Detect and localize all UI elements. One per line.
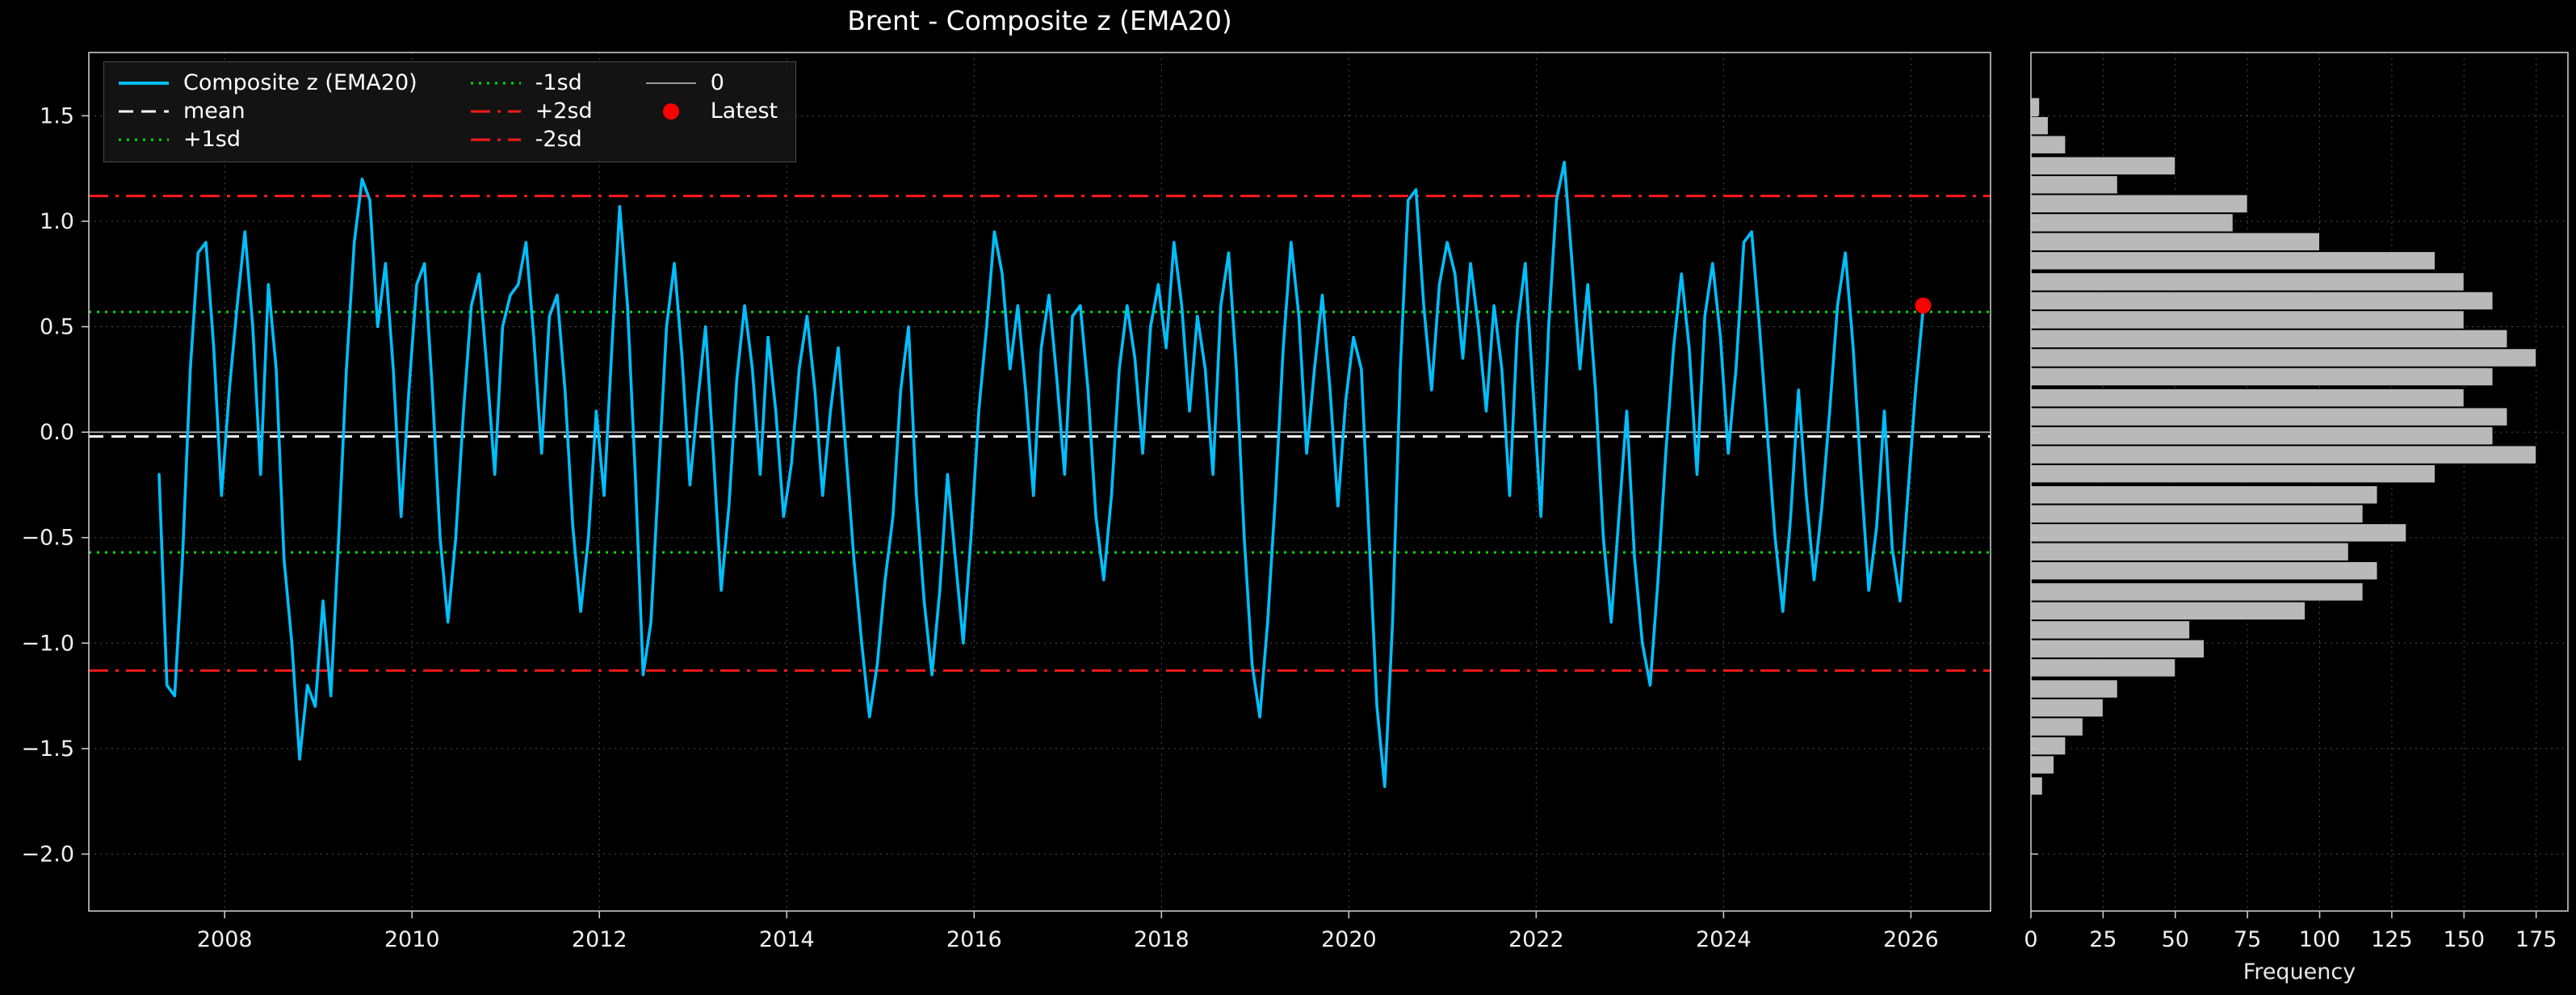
legend-label: Composite z (EMA20) — [183, 70, 417, 95]
legend-item: 0 — [644, 70, 778, 95]
legend-label: mean — [183, 99, 245, 124]
chart-title: Brent - Composite z (EMA20) — [847, 5, 1232, 36]
histogram-bar — [2030, 464, 2436, 484]
y-tick-label: 0.0 — [40, 420, 74, 445]
histogram-bar — [2030, 542, 2349, 561]
hist-x-tick-label: 125 — [2371, 927, 2413, 952]
y-tick-label: −2.0 — [21, 842, 74, 867]
histogram-bar — [2030, 156, 2176, 176]
hist-x-tick-label: 175 — [2515, 927, 2557, 952]
histogram-bar — [2030, 310, 2465, 330]
hist-x-tick-label: 25 — [2089, 927, 2117, 952]
y-tick-label: 0.5 — [40, 315, 74, 340]
hist-x-tick-label: 50 — [2162, 927, 2189, 952]
legend-label: +2sd — [535, 99, 593, 124]
histogram-bar — [2030, 698, 2104, 718]
hist-x-tick-label: 75 — [2234, 927, 2261, 952]
histogram-bar — [2030, 213, 2234, 233]
legend-line-icon — [645, 82, 696, 84]
legend-line-icon — [470, 110, 521, 112]
main-chart: 2008 2010 2012 2014 2016 2018 2020 2022 2024 2026… — [21, 52, 1991, 952]
histogram-bar — [2030, 736, 2066, 756]
latest-marker — [1915, 297, 1932, 314]
x-tick-label: 2010 — [384, 927, 440, 952]
hist-x-tick-label: 150 — [2444, 927, 2486, 952]
legend-item: -2sd — [469, 127, 593, 152]
histogram-bar — [2030, 776, 2043, 796]
legend: Composite z (EMA20) mean +1sd -1sd +2sd -2sd 0… — [103, 61, 797, 162]
hist-border — [2030, 52, 2569, 912]
legend-label: Latest — [710, 99, 778, 124]
legend-item: Composite z (EMA20) — [117, 70, 417, 95]
hist-x-tick-label: 100 — [2299, 927, 2341, 952]
legend-item: mean — [117, 99, 417, 124]
histogram-bar — [2030, 272, 2465, 292]
legend-label: -1sd — [535, 70, 582, 95]
histogram-chart: Frequency 0 25 50 75 100 125 150 175 — [2024, 52, 2569, 985]
histogram-bar — [2030, 561, 2378, 581]
legend-label: 0 — [710, 70, 724, 95]
x-tick-label: 2016 — [946, 927, 1002, 952]
histogram-bar — [2030, 407, 2508, 426]
y-tick-label: 1.5 — [40, 103, 74, 128]
y-tick-label: −0.5 — [21, 526, 74, 551]
histogram-bar — [2030, 755, 2055, 775]
x-tick-label: 2008 — [197, 927, 253, 952]
histogram-bar — [2030, 194, 2248, 214]
x-tick-label: 2020 — [1321, 927, 1377, 952]
legend-item: +1sd — [117, 127, 417, 152]
legend-line-icon — [470, 82, 521, 84]
histogram-bar — [2030, 485, 2378, 505]
histogram-bar — [2030, 135, 2066, 154]
x-tick-label: 2018 — [1134, 927, 1189, 952]
histogram-bar — [2030, 232, 2321, 252]
histogram-bar — [2030, 582, 2364, 602]
y-tick-label: −1.5 — [21, 737, 74, 762]
histogram-bar — [2030, 717, 2083, 737]
x-tick-label: 2024 — [1696, 927, 1752, 952]
histogram-bar — [2030, 251, 2436, 271]
legend-line-icon — [119, 110, 169, 112]
x-tick-label: 2012 — [572, 927, 627, 952]
histogram-bar — [2030, 367, 2494, 387]
hist-x-tick-label: 0 — [2024, 927, 2037, 952]
legend-line-icon — [119, 81, 169, 85]
legend-item: Latest — [644, 99, 778, 124]
histogram-bar — [2030, 620, 2191, 640]
legend-item: -1sd — [469, 70, 593, 95]
legend-line-icon — [119, 138, 169, 141]
y-tick-label: 1.0 — [40, 209, 74, 234]
histogram-bar — [2030, 504, 2364, 523]
histogram-bar — [2030, 329, 2508, 349]
plot-border — [88, 52, 1991, 912]
legend-label: -2sd — [535, 127, 582, 152]
histogram-bar — [2030, 426, 2494, 446]
histogram-bar — [2030, 388, 2465, 408]
histogram-bar — [2030, 348, 2537, 367]
histogram-bar — [2030, 115, 2049, 136]
histogram-bar — [2030, 445, 2537, 464]
histogram-bar — [2030, 523, 2407, 543]
histogram-bar — [2030, 601, 2306, 621]
legend-marker-icon — [662, 103, 679, 120]
histogram-bar — [2030, 658, 2176, 678]
histogram-bar — [2030, 175, 2118, 195]
series-line — [157, 161, 1925, 788]
histogram-xlabel: Frequency — [2243, 959, 2356, 985]
histogram-bar — [2030, 97, 2041, 116]
x-tick-label: 2022 — [1508, 927, 1564, 952]
legend-item: +2sd — [469, 99, 593, 124]
legend-label: +1sd — [183, 127, 241, 152]
histogram-bar — [2030, 639, 2205, 659]
y-tick-label: −1.0 — [21, 631, 74, 656]
x-tick-label: 2026 — [1883, 927, 1939, 952]
histogram-bar — [2030, 291, 2494, 311]
x-tick-label: 2014 — [759, 927, 815, 952]
legend-line-icon — [470, 138, 521, 141]
histogram-bar — [2030, 679, 2118, 699]
